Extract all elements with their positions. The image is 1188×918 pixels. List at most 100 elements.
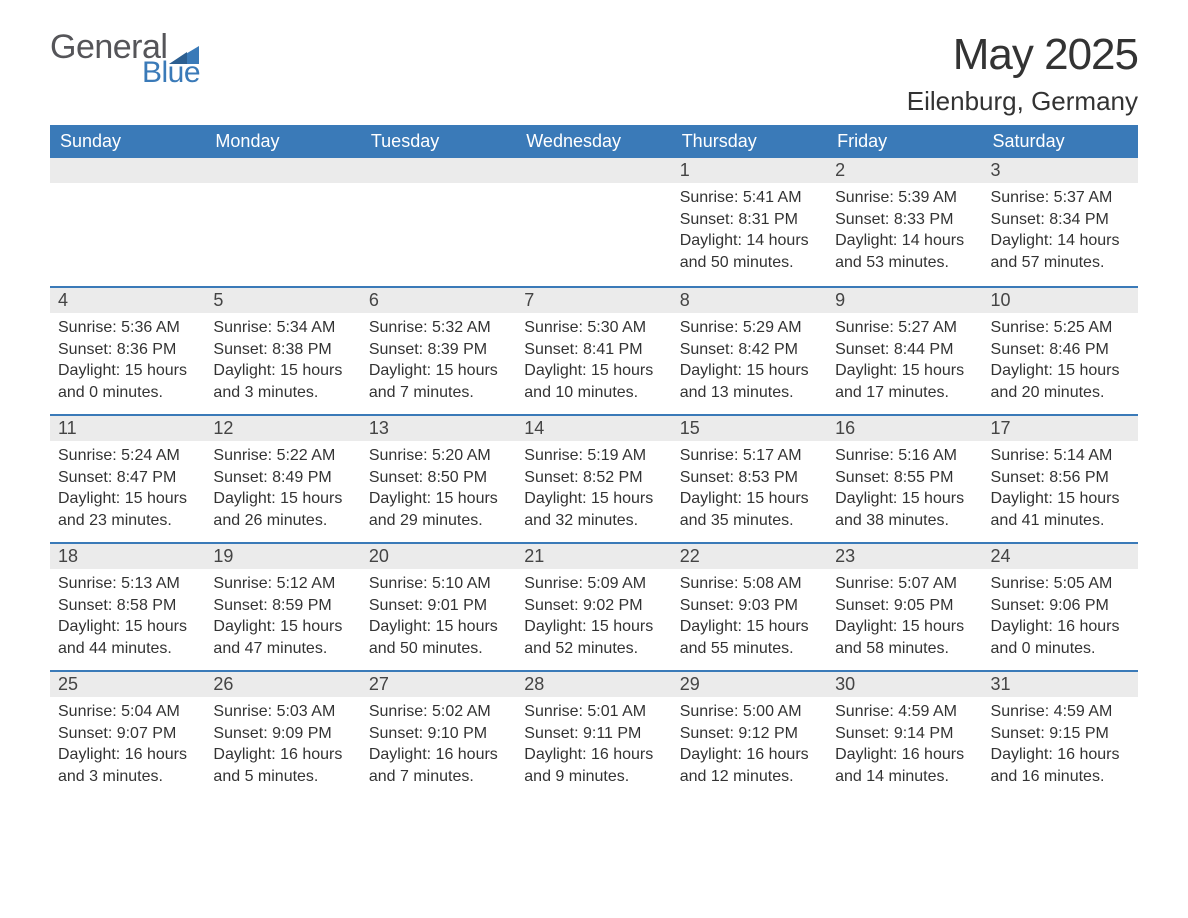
daylight-line: Daylight: 15 hours and 7 minutes. bbox=[369, 360, 508, 403]
sunrise-line: Sunrise: 5:17 AM bbox=[680, 445, 819, 467]
day-number-bar: 14 bbox=[516, 414, 671, 441]
daylight-line: Daylight: 16 hours and 0 minutes. bbox=[991, 616, 1130, 659]
sunset-line: Sunset: 9:07 PM bbox=[58, 723, 197, 745]
daylight-line: Daylight: 14 hours and 57 minutes. bbox=[991, 230, 1130, 273]
daylight-line: Daylight: 16 hours and 7 minutes. bbox=[369, 744, 508, 787]
sunrise-line: Sunrise: 4:59 AM bbox=[835, 701, 974, 723]
day-number-bar: 5 bbox=[205, 286, 360, 313]
calendar-day-cell: 6Sunrise: 5:32 AMSunset: 8:39 PMDaylight… bbox=[361, 286, 516, 414]
sunrise-line: Sunrise: 5:32 AM bbox=[369, 317, 508, 339]
daylight-line: Daylight: 15 hours and 35 minutes. bbox=[680, 488, 819, 531]
sunrise-line: Sunrise: 5:19 AM bbox=[524, 445, 663, 467]
daylight-line: Daylight: 16 hours and 9 minutes. bbox=[524, 744, 663, 787]
day-details: Sunrise: 5:03 AMSunset: 9:09 PMDaylight:… bbox=[205, 697, 360, 795]
day-number-bar: 18 bbox=[50, 542, 205, 569]
day-details: Sunrise: 5:09 AMSunset: 9:02 PMDaylight:… bbox=[516, 569, 671, 667]
day-number-bar: 12 bbox=[205, 414, 360, 441]
calendar-day-cell: 8Sunrise: 5:29 AMSunset: 8:42 PMDaylight… bbox=[672, 286, 827, 414]
daylight-line: Daylight: 15 hours and 23 minutes. bbox=[58, 488, 197, 531]
daylight-line: Daylight: 15 hours and 13 minutes. bbox=[680, 360, 819, 403]
sunrise-line: Sunrise: 5:08 AM bbox=[680, 573, 819, 595]
day-number-bar bbox=[516, 158, 671, 183]
sunrise-line: Sunrise: 5:03 AM bbox=[213, 701, 352, 723]
sunrise-line: Sunrise: 5:12 AM bbox=[213, 573, 352, 595]
day-details: Sunrise: 5:20 AMSunset: 8:50 PMDaylight:… bbox=[361, 441, 516, 539]
sunset-line: Sunset: 9:01 PM bbox=[369, 595, 508, 617]
weekday-header: Tuesday bbox=[361, 125, 516, 158]
brand-logo: General Blue bbox=[50, 30, 200, 88]
day-number-bar: 13 bbox=[361, 414, 516, 441]
daylight-line: Daylight: 15 hours and 38 minutes. bbox=[835, 488, 974, 531]
calendar-row: 18Sunrise: 5:13 AMSunset: 8:58 PMDayligh… bbox=[50, 542, 1138, 670]
daylight-line: Daylight: 16 hours and 16 minutes. bbox=[991, 744, 1130, 787]
daylight-line: Daylight: 16 hours and 3 minutes. bbox=[58, 744, 197, 787]
calendar-day-cell: 24Sunrise: 5:05 AMSunset: 9:06 PMDayligh… bbox=[983, 542, 1138, 670]
day-details: Sunrise: 5:04 AMSunset: 9:07 PMDaylight:… bbox=[50, 697, 205, 795]
day-number-bar: 19 bbox=[205, 542, 360, 569]
calendar-day-cell: 26Sunrise: 5:03 AMSunset: 9:09 PMDayligh… bbox=[205, 670, 360, 798]
brand-blue-text: Blue bbox=[142, 58, 200, 88]
sunset-line: Sunset: 9:12 PM bbox=[680, 723, 819, 745]
location-text: Eilenburg, Germany bbox=[907, 86, 1138, 117]
calendar-day-cell: 5Sunrise: 5:34 AMSunset: 8:38 PMDaylight… bbox=[205, 286, 360, 414]
sunset-line: Sunset: 8:41 PM bbox=[524, 339, 663, 361]
day-details: Sunrise: 5:32 AMSunset: 8:39 PMDaylight:… bbox=[361, 313, 516, 411]
sunrise-line: Sunrise: 5:16 AM bbox=[835, 445, 974, 467]
day-details: Sunrise: 5:39 AMSunset: 8:33 PMDaylight:… bbox=[827, 183, 982, 281]
sunset-line: Sunset: 9:11 PM bbox=[524, 723, 663, 745]
day-number-bar: 22 bbox=[672, 542, 827, 569]
sunrise-line: Sunrise: 5:41 AM bbox=[680, 187, 819, 209]
day-details: Sunrise: 5:07 AMSunset: 9:05 PMDaylight:… bbox=[827, 569, 982, 667]
sunset-line: Sunset: 8:52 PM bbox=[524, 467, 663, 489]
calendar-day-cell: 18Sunrise: 5:13 AMSunset: 8:58 PMDayligh… bbox=[50, 542, 205, 670]
sunset-line: Sunset: 9:09 PM bbox=[213, 723, 352, 745]
sunset-line: Sunset: 9:15 PM bbox=[991, 723, 1130, 745]
sunrise-line: Sunrise: 4:59 AM bbox=[991, 701, 1130, 723]
daylight-line: Daylight: 15 hours and 26 minutes. bbox=[213, 488, 352, 531]
calendar-row: 1Sunrise: 5:41 AMSunset: 8:31 PMDaylight… bbox=[50, 158, 1138, 286]
day-number-bar: 21 bbox=[516, 542, 671, 569]
calendar-day-cell: 16Sunrise: 5:16 AMSunset: 8:55 PMDayligh… bbox=[827, 414, 982, 542]
sunrise-line: Sunrise: 5:20 AM bbox=[369, 445, 508, 467]
day-number-bar: 26 bbox=[205, 670, 360, 697]
sunrise-line: Sunrise: 5:14 AM bbox=[991, 445, 1130, 467]
day-details: Sunrise: 5:27 AMSunset: 8:44 PMDaylight:… bbox=[827, 313, 982, 411]
sunset-line: Sunset: 9:14 PM bbox=[835, 723, 974, 745]
weekday-header: Monday bbox=[205, 125, 360, 158]
weekday-header: Wednesday bbox=[516, 125, 671, 158]
day-details: Sunrise: 5:10 AMSunset: 9:01 PMDaylight:… bbox=[361, 569, 516, 667]
daylight-line: Daylight: 15 hours and 47 minutes. bbox=[213, 616, 352, 659]
calendar-day-cell: 4Sunrise: 5:36 AMSunset: 8:36 PMDaylight… bbox=[50, 286, 205, 414]
day-details: Sunrise: 4:59 AMSunset: 9:14 PMDaylight:… bbox=[827, 697, 982, 795]
day-number-bar: 20 bbox=[361, 542, 516, 569]
calendar-day-cell: 11Sunrise: 5:24 AMSunset: 8:47 PMDayligh… bbox=[50, 414, 205, 542]
sunrise-line: Sunrise: 5:02 AM bbox=[369, 701, 508, 723]
sunrise-line: Sunrise: 5:27 AM bbox=[835, 317, 974, 339]
sunrise-line: Sunrise: 5:29 AM bbox=[680, 317, 819, 339]
month-title: May 2025 bbox=[907, 30, 1138, 80]
daylight-line: Daylight: 15 hours and 55 minutes. bbox=[680, 616, 819, 659]
calendar-row: 4Sunrise: 5:36 AMSunset: 8:36 PMDaylight… bbox=[50, 286, 1138, 414]
day-details: Sunrise: 5:34 AMSunset: 8:38 PMDaylight:… bbox=[205, 313, 360, 411]
day-details: Sunrise: 5:12 AMSunset: 8:59 PMDaylight:… bbox=[205, 569, 360, 667]
day-number-bar: 27 bbox=[361, 670, 516, 697]
calendar-day-cell: 12Sunrise: 5:22 AMSunset: 8:49 PMDayligh… bbox=[205, 414, 360, 542]
weekday-header: Saturday bbox=[983, 125, 1138, 158]
sunrise-line: Sunrise: 5:39 AM bbox=[835, 187, 974, 209]
day-number-bar: 9 bbox=[827, 286, 982, 313]
sunrise-line: Sunrise: 5:22 AM bbox=[213, 445, 352, 467]
day-number-bar: 3 bbox=[983, 158, 1138, 183]
day-details: Sunrise: 5:29 AMSunset: 8:42 PMDaylight:… bbox=[672, 313, 827, 411]
day-number-bar: 6 bbox=[361, 286, 516, 313]
day-details: Sunrise: 5:08 AMSunset: 9:03 PMDaylight:… bbox=[672, 569, 827, 667]
daylight-line: Daylight: 15 hours and 3 minutes. bbox=[213, 360, 352, 403]
sunrise-line: Sunrise: 5:30 AM bbox=[524, 317, 663, 339]
day-details: Sunrise: 4:59 AMSunset: 9:15 PMDaylight:… bbox=[983, 697, 1138, 795]
day-details: Sunrise: 5:05 AMSunset: 9:06 PMDaylight:… bbox=[983, 569, 1138, 667]
sunrise-line: Sunrise: 5:01 AM bbox=[524, 701, 663, 723]
calendar-day-cell: 2Sunrise: 5:39 AMSunset: 8:33 PMDaylight… bbox=[827, 158, 982, 286]
daylight-line: Daylight: 16 hours and 12 minutes. bbox=[680, 744, 819, 787]
sunset-line: Sunset: 8:58 PM bbox=[58, 595, 197, 617]
day-details: Sunrise: 5:02 AMSunset: 9:10 PMDaylight:… bbox=[361, 697, 516, 795]
day-details: Sunrise: 5:19 AMSunset: 8:52 PMDaylight:… bbox=[516, 441, 671, 539]
